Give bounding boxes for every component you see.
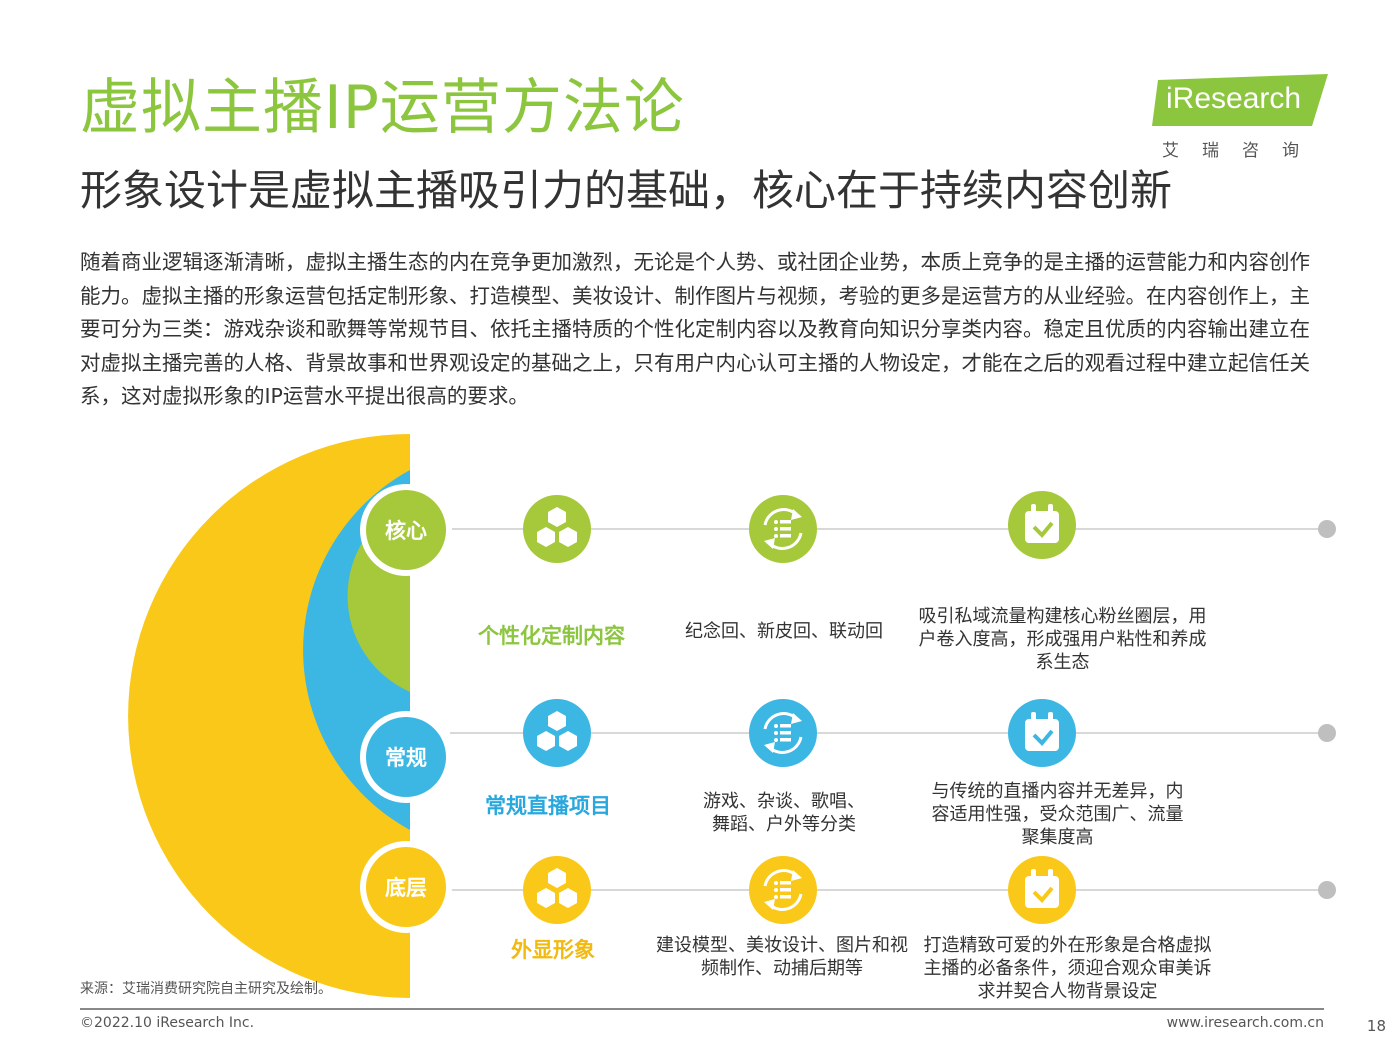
core-calendar-check-icon [1008,491,1076,559]
logo-banner-shape [1152,74,1328,126]
logo-brand-text: iResearch [1166,82,1302,115]
iresearch-logo: iResearch 艾瑞咨询 [1152,72,1332,162]
regular-cubes-icon [523,699,591,767]
base-list-cycle-icon [749,856,817,924]
base-cubes-icon [523,856,591,924]
website-url[interactable]: www.iresearch.com.cn [1166,1015,1324,1031]
intro-paragraph: 随着商业逻辑逐渐清晰，虚拟主播生态的内在竞争更加激烈，无论是个人势、或社团企业势… [80,250,1310,408]
regular-layer-label: 常规直播项目 [485,794,611,818]
page-number: 18 [1366,1017,1386,1035]
regular-list-cycle-icon [749,699,817,767]
regular-end-dot [1318,724,1336,742]
base-end-dot [1318,881,1336,899]
regular-calendar-check-icon [1008,699,1076,767]
footer-divider [80,1008,1324,1010]
core-examples: 纪念回、新皮回、联动回 [685,621,883,642]
core-value: 吸引私域流量构建核心粉丝圈层，用户卷入度高，形成强用户粘性和养成系生态 [918,606,1207,673]
base-calendar-check-icon [1008,856,1076,924]
base-layer-label: 外显形象 [511,938,595,962]
base-value: 打造精致可爱的外在形象是合格虚拟主播的必备条件，须迎合观众审美诉求并契合人物背景… [923,935,1212,1002]
core-end-dot [1318,520,1336,538]
tag-core-text: 核心 [385,519,427,543]
page-title: 虚拟主播IP运营方法论 [80,73,685,143]
copyright-text: ©2022.10 iResearch Inc. [80,1015,255,1031]
tag-core: 核心 [360,484,452,576]
page-subtitle: 形象设计是虚拟主播吸引力的基础，核心在于持续内容创新 [80,166,1173,215]
regular-examples: 游戏、杂谈、歌唱、舞蹈、户外等分类 [703,791,865,835]
base-examples: 建设模型、美妆设计、图片和视频制作、动捕后期等 [656,935,908,979]
tag-base: 底层 [360,841,452,933]
regular-value: 与传统的直播内容并无差异，内容适用性强，受众范围广、流量聚集度高 [931,781,1184,848]
ip-operation-diagram: 核心 常规 底层 [128,434,1336,998]
core-layer-label: 个性化定制内容 [478,624,625,648]
source-note: 来源：艾瑞消费研究院自主研究及绘制。 [80,981,332,997]
tag-regular-text: 常规 [385,746,427,770]
logo-cn-text: 艾瑞咨询 [1162,141,1322,161]
tag-base-text: 底层 [385,876,427,900]
core-list-cycle-icon [749,495,817,563]
tag-regular: 常规 [360,711,452,803]
core-cubes-icon [523,495,591,563]
